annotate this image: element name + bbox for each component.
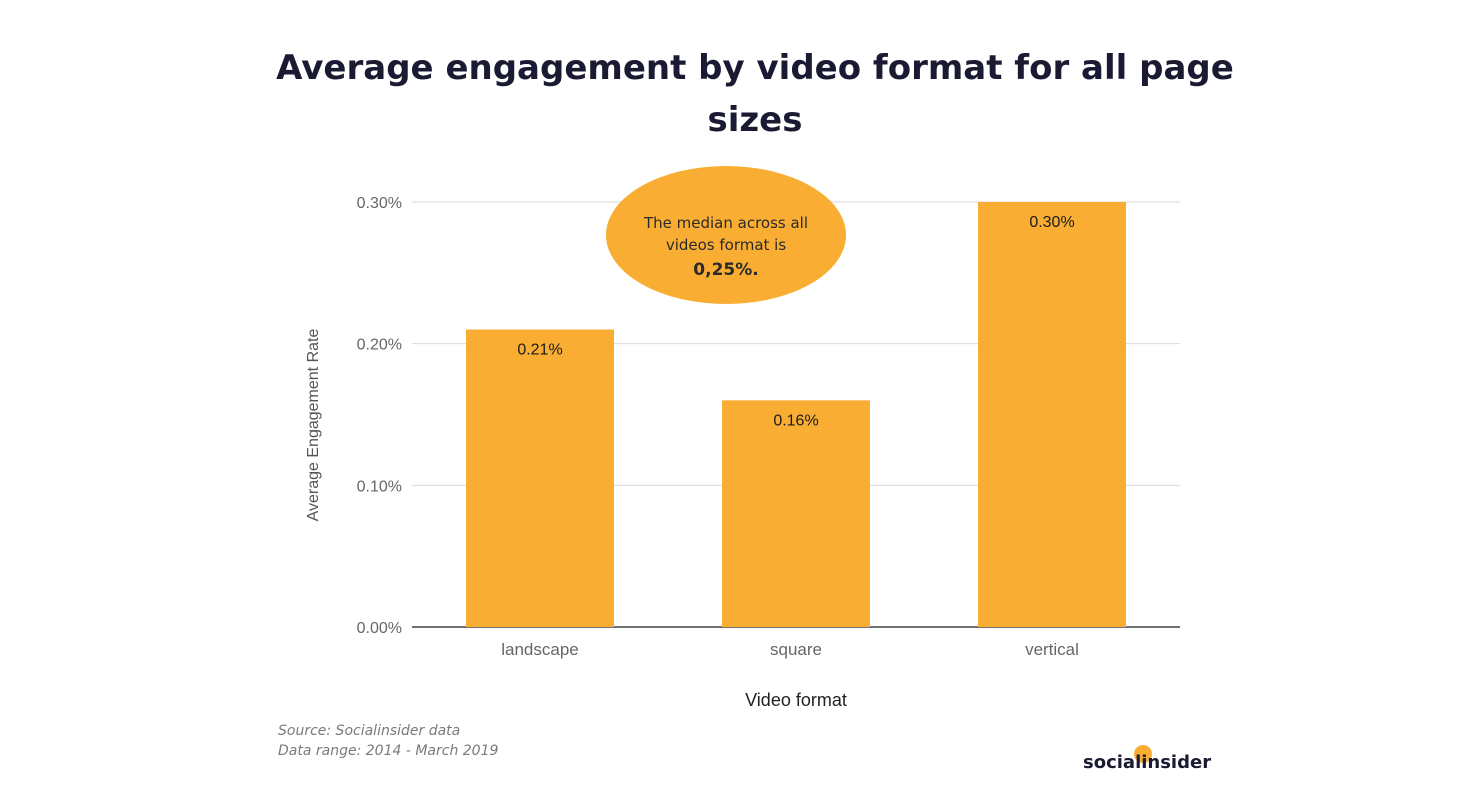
data-range-line: Data range: 2014 - March 2019 bbox=[278, 743, 499, 759]
x-axis-label: Video format bbox=[745, 690, 847, 710]
bar-square bbox=[722, 400, 870, 627]
y-tick-label: 0.00% bbox=[357, 620, 402, 637]
x-tick-label: vertical bbox=[1025, 640, 1079, 659]
source-line: Source: Socialinsider data bbox=[278, 723, 461, 739]
y-axis-label: Average Engagement Rate bbox=[305, 329, 322, 522]
bar-value-label: 0.16% bbox=[773, 412, 818, 429]
bar-landscape bbox=[466, 329, 614, 627]
annotation-line-2: videos format is bbox=[666, 236, 787, 254]
bar-value-label: 0.21% bbox=[517, 342, 562, 359]
median-annotation: The median across all videos format is 0… bbox=[606, 166, 846, 304]
annotation-line-3: 0,25%. bbox=[693, 260, 758, 280]
brand-dot-icon bbox=[1134, 745, 1152, 763]
x-tick-label: square bbox=[770, 640, 822, 659]
y-tick-label: 0.20% bbox=[357, 337, 402, 354]
x-tick-label: landscape bbox=[501, 640, 579, 659]
y-tick-label: 0.10% bbox=[357, 478, 402, 495]
brand-logo: socialinsider bbox=[1083, 752, 1212, 773]
chart-title: Average engagement by video format for a… bbox=[276, 48, 1234, 140]
source-note: Source: Socialinsider data Data range: 2… bbox=[278, 721, 498, 761]
annotation-line-1: The median across all bbox=[643, 214, 808, 232]
bar-vertical bbox=[978, 202, 1126, 627]
y-tick-label: 0.30% bbox=[357, 195, 402, 212]
bar-value-label: 0.30% bbox=[1029, 214, 1074, 231]
